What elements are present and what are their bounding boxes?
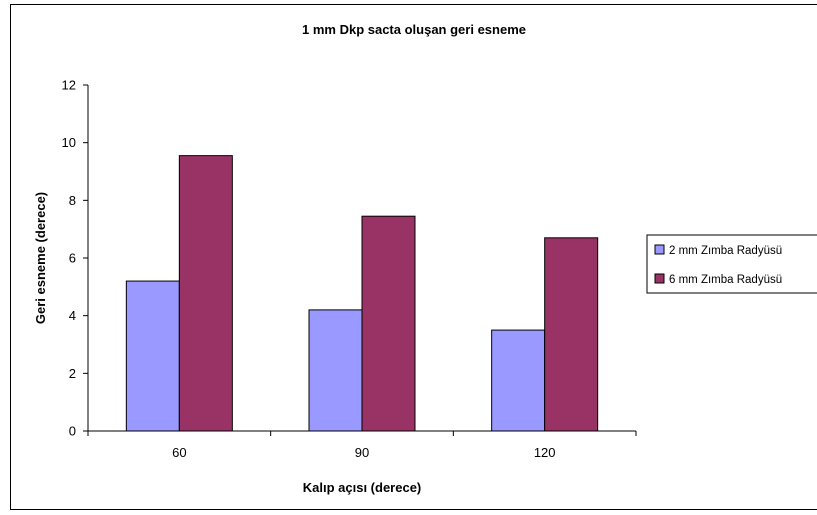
- legend-label-2: 6 mm Zımba Radyüsü: [669, 274, 782, 286]
- bar-series2-60: [178, 155, 233, 432]
- bar-series2-90: [361, 215, 416, 432]
- y-tick-label: 12: [62, 78, 76, 93]
- legend-box: [646, 234, 817, 294]
- legend-swatch-2: [654, 273, 665, 284]
- x-tick-label: 90: [355, 445, 369, 460]
- y-tick-label: 10: [62, 135, 76, 150]
- y-tick-label: 4: [69, 308, 76, 323]
- legend: 2 mm Zımba Radyüsü 6 mm Zımba Radyüsü: [646, 234, 817, 294]
- y-tick-label: 6: [69, 251, 76, 266]
- x-axis-title: Kalıp açısı (derece): [303, 480, 422, 495]
- x-tick-label: 120: [534, 445, 556, 460]
- bar-series1-90: [308, 309, 363, 432]
- y-axis-title: Geri esneme (derece): [33, 192, 48, 324]
- legend-label-1: 2 mm Zımba Radyüsü: [669, 245, 782, 257]
- legend-swatch-1: [654, 244, 665, 255]
- bar-series1-120: [491, 329, 546, 432]
- plot-area: 0 2 4 6 8 10 12 60 90 120: [62, 78, 637, 460]
- bar-series2-120: [544, 237, 599, 432]
- y-tick-label: 8: [69, 193, 76, 208]
- chart-title: 1 mm Dkp sacta oluşan geri esneme: [302, 22, 526, 37]
- bar-series1-60: [125, 280, 180, 432]
- y-tick-label: 0: [69, 424, 76, 439]
- x-tick-label: 60: [172, 445, 186, 460]
- y-tick-label: 2: [69, 366, 76, 381]
